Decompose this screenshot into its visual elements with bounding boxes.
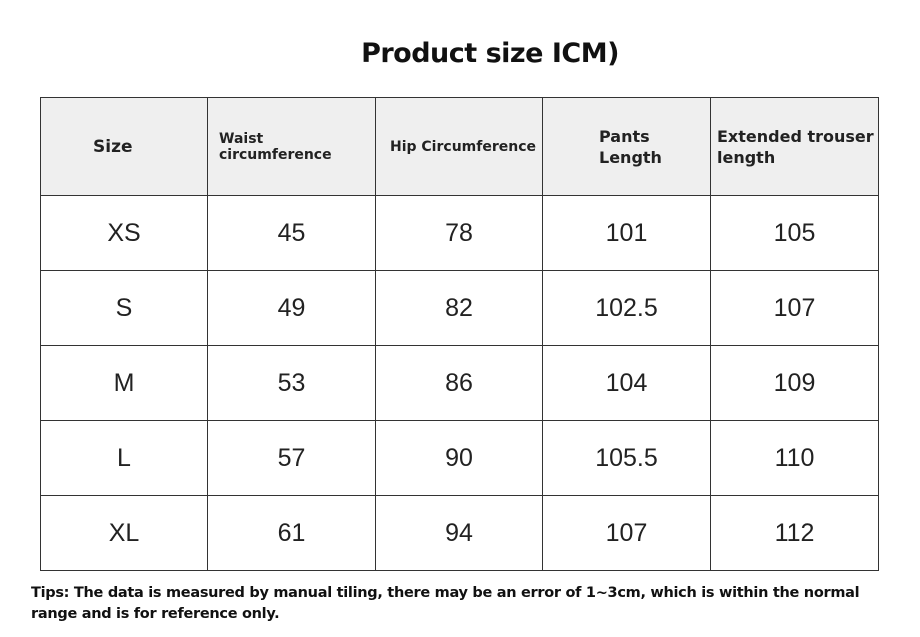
cell-size: S bbox=[40, 270, 208, 346]
cell-extended-length: 107 bbox=[710, 270, 879, 346]
cell-size: XL bbox=[40, 495, 208, 571]
cell-waist: 57 bbox=[207, 420, 376, 496]
header-size: Size bbox=[40, 97, 208, 196]
cell-pants-length: 102.5 bbox=[542, 270, 711, 346]
cell-size: XS bbox=[40, 195, 208, 271]
cell-size: M bbox=[40, 345, 208, 421]
cell-hip: 86 bbox=[375, 345, 543, 421]
cell-extended-length: 112 bbox=[710, 495, 879, 571]
table-row: M 53 86 104 109 bbox=[40, 345, 879, 421]
cell-waist: 53 bbox=[207, 345, 376, 421]
table-row: L 57 90 105.5 110 bbox=[40, 420, 879, 496]
table-row: S 49 82 102.5 107 bbox=[40, 270, 879, 346]
tips-note: Tips: The data is measured by manual til… bbox=[31, 585, 860, 622]
cell-waist: 61 bbox=[207, 495, 376, 571]
header-pants-length: Pants Length bbox=[542, 97, 711, 196]
page-title: Product size ICM) bbox=[361, 38, 619, 69]
cell-hip: 78 bbox=[375, 195, 543, 271]
cell-size: L bbox=[40, 420, 208, 496]
cell-waist: 49 bbox=[207, 270, 376, 346]
cell-pants-length: 107 bbox=[542, 495, 711, 571]
cell-pants-length: 104 bbox=[542, 345, 711, 421]
cell-waist: 45 bbox=[207, 195, 376, 271]
cell-extended-length: 105 bbox=[710, 195, 879, 271]
cell-extended-length: 110 bbox=[710, 420, 879, 496]
cell-hip: 82 bbox=[375, 270, 543, 346]
header-hip-circumference: Hip Circumference bbox=[375, 97, 543, 196]
size-chart-table: Size Waist circumference Hip Circumferen… bbox=[40, 97, 879, 571]
cell-pants-length: 101 bbox=[542, 195, 711, 271]
table-row: XS 45 78 101 105 bbox=[40, 195, 879, 271]
header-extended-trouser-length: Extended trouser length bbox=[710, 97, 879, 196]
header-waist-circumference: Waist circumference bbox=[207, 97, 376, 196]
cell-hip: 94 bbox=[375, 495, 543, 571]
table-header-row: Size Waist circumference Hip Circumferen… bbox=[40, 97, 879, 196]
table-row: XL 61 94 107 112 bbox=[40, 495, 879, 571]
cell-pants-length: 105.5 bbox=[542, 420, 711, 496]
cell-hip: 90 bbox=[375, 420, 543, 496]
cell-extended-length: 109 bbox=[710, 345, 879, 421]
